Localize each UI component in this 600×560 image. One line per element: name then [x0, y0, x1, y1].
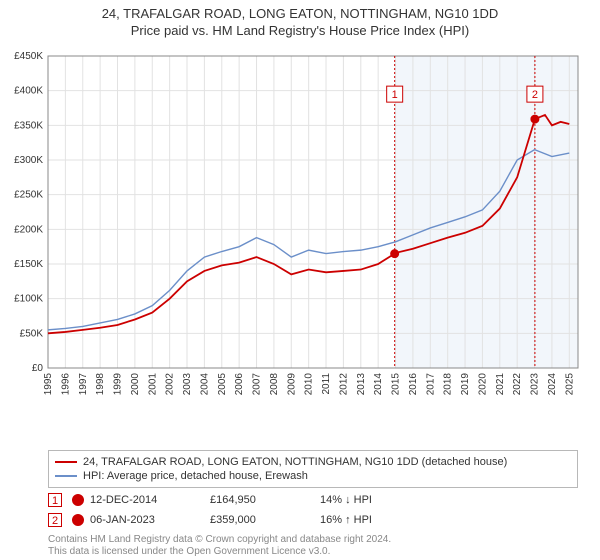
marker-dot-icon	[72, 494, 84, 506]
svg-text:2013: 2013	[356, 373, 367, 396]
svg-text:2007: 2007	[252, 373, 263, 396]
svg-text:1997: 1997	[78, 373, 89, 396]
svg-text:2000: 2000	[130, 373, 141, 396]
title-line-1: 24, TRAFALGAR ROAD, LONG EATON, NOTTINGH…	[0, 6, 600, 21]
svg-text:2011: 2011	[321, 373, 332, 395]
svg-text:2021: 2021	[495, 373, 506, 396]
svg-text:1: 1	[392, 89, 398, 101]
legend-label-property: 24, TRAFALGAR ROAD, LONG EATON, NOTTINGH…	[83, 456, 507, 468]
svg-text:2012: 2012	[338, 373, 349, 396]
svg-text:2017: 2017	[425, 373, 436, 396]
legend-label-hpi: HPI: Average price, detached house, Erew…	[83, 470, 308, 482]
svg-text:2018: 2018	[443, 373, 454, 396]
svg-text:£350K: £350K	[14, 120, 43, 131]
marker-price-1: £164,950	[210, 494, 320, 506]
svg-text:2002: 2002	[165, 373, 176, 396]
marker-diff-2: 16% ↑ HPI	[320, 514, 372, 526]
legend-swatch-property	[55, 461, 77, 463]
svg-text:£300K: £300K	[14, 155, 43, 166]
svg-text:2004: 2004	[199, 373, 210, 396]
svg-text:2025: 2025	[564, 373, 575, 396]
svg-text:£450K: £450K	[14, 51, 43, 62]
svg-text:2014: 2014	[373, 373, 384, 396]
footer-note: Contains HM Land Registry data © Crown c…	[48, 534, 391, 557]
marker-dot-icon	[72, 514, 84, 526]
svg-text:2015: 2015	[391, 373, 402, 396]
svg-text:1996: 1996	[60, 373, 71, 396]
marker-id-1: 1	[48, 493, 62, 507]
svg-text:2: 2	[532, 89, 538, 101]
svg-text:1995: 1995	[43, 373, 54, 396]
svg-text:1998: 1998	[95, 373, 106, 396]
svg-text:£250K: £250K	[14, 190, 43, 201]
marker-row-2: 2 06-JAN-2023 £359,000 16% ↑ HPI	[48, 513, 578, 527]
svg-text:£100K: £100K	[14, 294, 43, 305]
svg-text:£150K: £150K	[14, 259, 43, 270]
legend-box: 24, TRAFALGAR ROAD, LONG EATON, NOTTINGH…	[48, 450, 578, 488]
footer-line-1: Contains HM Land Registry data © Crown c…	[48, 534, 391, 546]
svg-text:2001: 2001	[147, 373, 158, 396]
marker-date-1: 12-DEC-2014	[90, 494, 210, 506]
svg-text:2003: 2003	[182, 373, 193, 396]
price-chart: £0£50K£100K£150K£200K£250K£300K£350K£400…	[48, 56, 578, 406]
marker-diff-1: 14% ↓ HPI	[320, 494, 372, 506]
svg-text:£50K: £50K	[20, 328, 44, 339]
svg-text:2023: 2023	[530, 373, 541, 396]
marker-date-2: 06-JAN-2023	[90, 514, 210, 526]
svg-text:2016: 2016	[408, 373, 419, 396]
svg-text:2005: 2005	[217, 373, 228, 396]
legend-item-property: 24, TRAFALGAR ROAD, LONG EATON, NOTTINGH…	[55, 455, 571, 469]
title-line-2: Price paid vs. HM Land Registry's House …	[0, 23, 600, 38]
svg-text:2019: 2019	[460, 373, 471, 396]
legend-item-hpi: HPI: Average price, detached house, Erew…	[55, 469, 571, 483]
svg-text:£400K: £400K	[14, 86, 43, 97]
svg-text:2006: 2006	[234, 373, 245, 396]
svg-text:2008: 2008	[269, 373, 280, 396]
svg-text:£200K: £200K	[14, 224, 43, 235]
svg-text:2022: 2022	[512, 373, 523, 396]
svg-text:£0: £0	[32, 363, 44, 374]
svg-text:2009: 2009	[286, 373, 297, 396]
svg-text:1999: 1999	[113, 373, 124, 396]
footer-line-2: This data is licensed under the Open Gov…	[48, 546, 391, 558]
svg-text:2010: 2010	[304, 373, 315, 396]
legend-swatch-hpi	[55, 475, 77, 477]
marker-id-2: 2	[48, 513, 62, 527]
marker-row-1: 1 12-DEC-2014 £164,950 14% ↓ HPI	[48, 493, 578, 507]
marker-price-2: £359,000	[210, 514, 320, 526]
chart-container: 24, TRAFALGAR ROAD, LONG EATON, NOTTINGH…	[0, 0, 600, 560]
svg-text:2020: 2020	[477, 373, 488, 396]
svg-text:2024: 2024	[547, 373, 558, 396]
title-block: 24, TRAFALGAR ROAD, LONG EATON, NOTTINGH…	[0, 0, 600, 38]
